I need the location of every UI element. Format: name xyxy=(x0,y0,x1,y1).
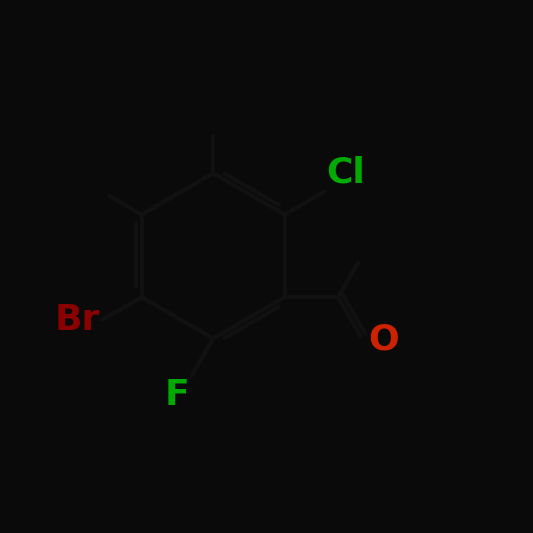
Text: Br: Br xyxy=(54,303,100,337)
Text: O: O xyxy=(369,322,399,356)
Text: F: F xyxy=(165,378,189,412)
Text: Cl: Cl xyxy=(327,155,366,189)
